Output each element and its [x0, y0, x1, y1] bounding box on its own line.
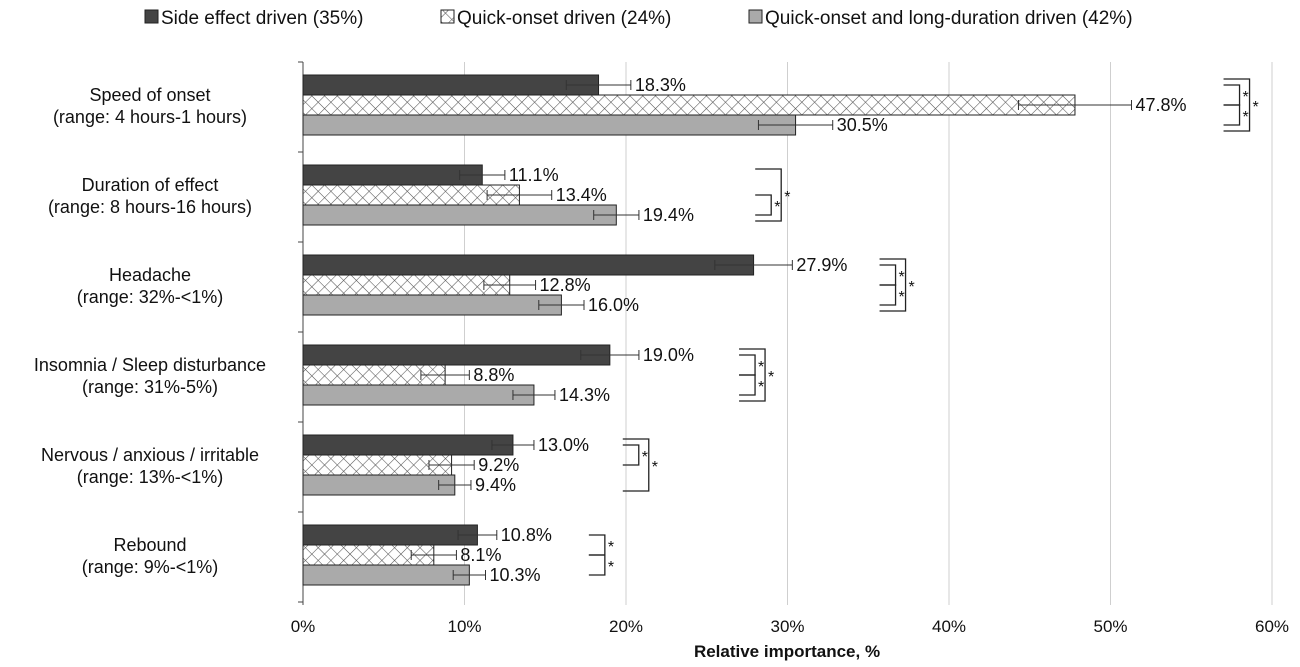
significance-bracket [739, 354, 756, 376]
x-tick-label: 40% [932, 617, 966, 636]
category-range-label: (range: 8 hours-16 hours) [48, 197, 252, 217]
error-bars [410, 80, 1132, 580]
data-label: 14.3% [559, 385, 610, 405]
bar [302, 564, 470, 586]
bar [302, 294, 562, 316]
axes: 0% 10% 20% 30% 40% 50% 60% [291, 61, 1289, 636]
gridlines [464, 62, 1273, 605]
category-label: Headache [109, 265, 191, 285]
significance-bracket [622, 444, 640, 466]
x-tick-label: 60% [1255, 617, 1289, 636]
bar [302, 274, 511, 296]
data-label: 19.0% [643, 345, 694, 365]
bar [302, 344, 611, 366]
data-label: 13.0% [538, 435, 589, 455]
significance-star: * [784, 189, 790, 206]
bar [302, 114, 797, 136]
x-tick-label: 30% [770, 617, 804, 636]
data-label: 10.8% [501, 525, 552, 545]
significance-brackets: *************** [588, 78, 1259, 576]
x-tick-label: 10% [447, 617, 481, 636]
significance-bracket [879, 264, 897, 286]
bar [302, 74, 600, 96]
category-label: Nervous / anxious / irritable [41, 445, 259, 465]
bar [302, 434, 514, 456]
significance-bracket [879, 258, 907, 312]
significance-bracket [739, 348, 766, 402]
significance-star: * [774, 199, 780, 216]
significance-bracket [739, 374, 756, 396]
category-range-label: (range: 4 hours-1 hours) [53, 107, 247, 127]
bar [302, 94, 1076, 116]
significance-bracket [588, 554, 606, 576]
x-tick-label: 0% [291, 617, 316, 636]
data-label: 18.3% [635, 75, 686, 95]
legend-label-1: Side effect driven (35%) [161, 8, 363, 29]
category-range-label: (range: 13%-<1%) [77, 467, 224, 487]
bar [302, 254, 755, 276]
category-label: Duration of effect [82, 175, 219, 195]
significance-star: * [1243, 109, 1249, 126]
data-labels: 18.3% 47.8% 30.5% 11.1%13.4% 19.4% 27.9% 12.8%… [460, 75, 1186, 585]
significance-star: * [608, 539, 614, 556]
significance-star: * [652, 459, 658, 476]
significance-bracket [588, 534, 606, 556]
significance-star: * [608, 559, 614, 576]
data-label: 8.8% [473, 365, 514, 385]
data-label: 9.4% [475, 475, 516, 495]
significance-star: * [1243, 89, 1249, 106]
data-label: 12.8% [540, 275, 591, 295]
category-range-label: (range: 32%-<1%) [77, 287, 224, 307]
significance-star: * [642, 449, 648, 466]
category-label: Insomnia / Sleep disturbance [34, 355, 266, 375]
data-label: 19.4% [643, 205, 694, 225]
significance-star: * [758, 379, 764, 396]
significance-star: * [899, 269, 905, 286]
data-label: 9.2% [478, 455, 519, 475]
bar [302, 204, 617, 226]
x-tick-label: 20% [609, 617, 643, 636]
category-range-label: (range: 9%-<1%) [82, 557, 219, 577]
data-label: 27.9% [796, 255, 847, 275]
x-axis-title: Relative importance, % [694, 642, 880, 661]
bar [302, 474, 456, 496]
x-tick-label: 50% [1093, 617, 1127, 636]
bar [302, 524, 478, 546]
data-label: 13.4% [556, 185, 607, 205]
legend: Side effect driven (35%) Quick-onset driv… [144, 8, 1133, 29]
legend-swatch-2 [440, 9, 455, 24]
legend-swatch-3 [748, 9, 763, 24]
data-label: 8.1% [460, 545, 501, 565]
data-label: 30.5% [837, 115, 888, 135]
significance-star: * [1253, 99, 1259, 116]
data-label: 16.0% [588, 295, 639, 315]
category-labels: Speed of onset(range: 4 hours-1 hours) Du… [34, 85, 266, 577]
significance-star: * [899, 289, 905, 306]
significance-bracket [1223, 78, 1251, 132]
significance-bracket [622, 438, 650, 492]
significance-bracket [879, 284, 897, 306]
data-label: 10.3% [489, 565, 540, 585]
significance-bracket [755, 194, 772, 216]
significance-bracket [755, 168, 782, 222]
significance-star: * [758, 359, 764, 376]
bar [302, 164, 483, 186]
category-label: Speed of onset [89, 85, 210, 105]
significance-star: * [768, 369, 774, 386]
significance-bracket [1223, 104, 1241, 126]
data-label: 47.8% [1135, 95, 1186, 115]
significance-star: * [909, 279, 915, 296]
legend-swatch-1 [144, 9, 159, 24]
bars [302, 74, 1076, 586]
significance-bracket [1223, 84, 1241, 106]
bar [302, 384, 535, 406]
legend-label-3: Quick-onset and long-duration driven (42… [765, 8, 1133, 29]
legend-label-2: Quick-onset driven (24%) [457, 8, 671, 29]
category-label: Rebound [113, 535, 186, 555]
data-label: 11.1% [509, 165, 559, 185]
category-range-label: (range: 31%-5%) [82, 377, 218, 397]
